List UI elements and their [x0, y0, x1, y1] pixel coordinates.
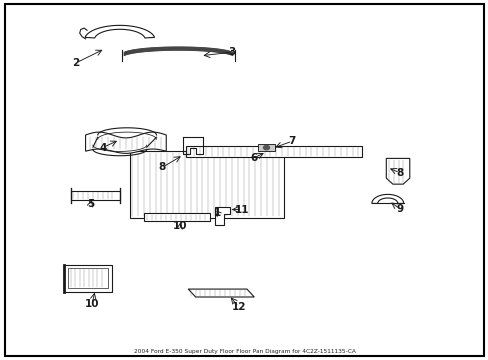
Text: 10: 10: [84, 299, 99, 309]
Circle shape: [263, 145, 269, 150]
Text: 10: 10: [172, 221, 187, 231]
Text: 12: 12: [231, 302, 245, 312]
Text: 3: 3: [228, 47, 235, 57]
Polygon shape: [371, 194, 403, 203]
Text: 2004 Ford E-350 Super Duty Floor Floor Pan Diagram for 4C2Z-1511135-CA: 2004 Ford E-350 Super Duty Floor Floor P…: [133, 348, 355, 354]
Polygon shape: [144, 213, 210, 221]
Text: 9: 9: [396, 204, 403, 214]
Text: 8: 8: [396, 168, 403, 178]
Text: 1: 1: [214, 208, 221, 218]
Polygon shape: [85, 25, 154, 38]
Text: 7: 7: [288, 136, 296, 146]
Polygon shape: [71, 191, 120, 200]
Text: 2: 2: [72, 58, 79, 68]
Bar: [68, 268, 107, 288]
Polygon shape: [188, 289, 254, 297]
Text: 11: 11: [234, 204, 249, 215]
Text: 4: 4: [99, 143, 106, 153]
Bar: [257, 144, 275, 152]
Polygon shape: [85, 132, 166, 153]
Text: 6: 6: [250, 153, 257, 163]
Polygon shape: [185, 146, 361, 157]
Text: 8: 8: [159, 162, 165, 172]
Polygon shape: [386, 158, 409, 184]
Text: 5: 5: [87, 199, 94, 210]
Polygon shape: [129, 151, 283, 218]
Polygon shape: [63, 265, 112, 292]
Polygon shape: [215, 207, 229, 225]
